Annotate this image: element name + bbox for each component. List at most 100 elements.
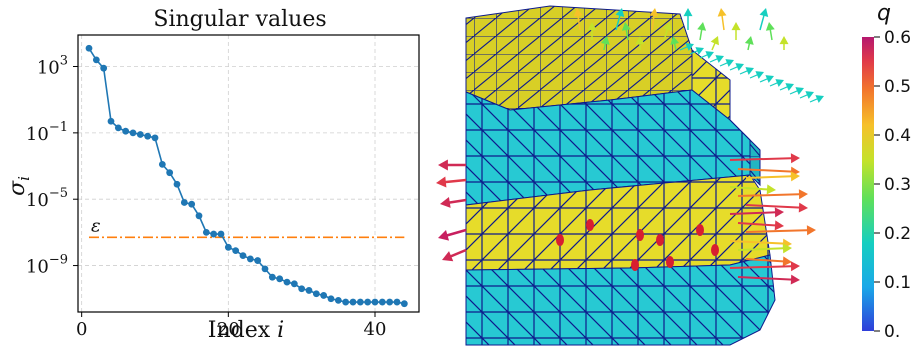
grid-lines bbox=[78, 35, 419, 312]
data-point bbox=[356, 298, 364, 306]
vector-arrow bbox=[765, 22, 775, 41]
vector-arrow bbox=[649, 8, 659, 31]
colorbar-tick-label: 0.2 bbox=[884, 224, 911, 244]
data-point bbox=[166, 169, 174, 177]
vector-arrow bbox=[799, 91, 814, 99]
vector-arrow bbox=[745, 256, 792, 267]
mesh-band-cyan-2 bbox=[465, 254, 776, 346]
vector-arrow-stub bbox=[711, 244, 719, 256]
data-point bbox=[320, 292, 328, 299]
vector-arrow-stub bbox=[586, 219, 594, 231]
colorbar: q 0.6 0.5 0.4 0.3 0.2 0.1 0. bbox=[862, 1, 911, 342]
x-tick-label: 20 bbox=[217, 319, 240, 340]
vector-arrow bbox=[440, 197, 467, 208]
colorbar-tick-label: 0.4 bbox=[884, 126, 911, 146]
data-point bbox=[254, 257, 262, 264]
y-tick-label: 103 bbox=[37, 54, 68, 79]
vector-arrow bbox=[709, 55, 724, 63]
vector-arrow bbox=[729, 261, 800, 272]
vector-arrow bbox=[759, 8, 769, 31]
vector-arrow bbox=[769, 79, 784, 87]
y-axis-ticks: 103 10−1 10−5 10−9 bbox=[26, 54, 78, 278]
vector-arrow bbox=[438, 159, 466, 171]
vector-arrow bbox=[745, 225, 816, 236]
data-point bbox=[371, 298, 379, 306]
threshold-label: ε bbox=[91, 215, 101, 236]
vector-arrow-stub bbox=[666, 256, 674, 268]
vector-arrow bbox=[615, 8, 625, 31]
vector-arrow bbox=[635, 36, 645, 50]
data-point bbox=[378, 298, 386, 306]
vector-arrow bbox=[731, 22, 741, 40]
data-point bbox=[393, 298, 401, 306]
data-point bbox=[100, 64, 108, 72]
data-point bbox=[224, 243, 232, 251]
data-point bbox=[144, 132, 152, 140]
data-point bbox=[107, 117, 115, 125]
x-axis-ticks: 0 20 40 bbox=[76, 312, 387, 340]
data-point bbox=[85, 44, 93, 52]
vector-arrow bbox=[683, 8, 693, 30]
data-point bbox=[349, 298, 357, 306]
data-point bbox=[268, 273, 276, 281]
threshold-line: ε bbox=[89, 215, 405, 239]
data-point bbox=[283, 278, 291, 286]
data-point bbox=[400, 300, 408, 308]
vector-arrow-stub bbox=[631, 259, 639, 271]
data-point bbox=[386, 298, 394, 306]
colorbar-gradient bbox=[862, 37, 874, 331]
y-tick-label: 10−5 bbox=[26, 186, 68, 211]
data-point bbox=[158, 160, 166, 168]
vector-arrow bbox=[663, 22, 672, 41]
data-point bbox=[327, 295, 335, 303]
vector-arrow bbox=[729, 207, 784, 218]
vector-arrow bbox=[573, 8, 583, 31]
data-point bbox=[246, 255, 254, 263]
mesh-vector-field-render bbox=[436, 5, 824, 346]
x-axis-label: Index i bbox=[208, 318, 284, 343]
data-point bbox=[136, 131, 144, 138]
vector-arrow-stub bbox=[656, 234, 664, 246]
data-point bbox=[210, 230, 218, 238]
data-point bbox=[290, 280, 298, 288]
vector-arrow bbox=[744, 36, 754, 51]
vector-arrow bbox=[442, 248, 467, 262]
data-point bbox=[364, 298, 372, 306]
vector-arrow bbox=[737, 274, 800, 285]
vector-arrow bbox=[587, 22, 597, 40]
vector-arrow bbox=[737, 220, 784, 231]
vector-arrow bbox=[737, 189, 808, 200]
vector-arrow bbox=[710, 36, 719, 51]
vector-arrow bbox=[719, 59, 734, 67]
data-point bbox=[129, 129, 137, 137]
vector-arrows bbox=[436, 8, 824, 285]
vector-arrow bbox=[737, 243, 792, 254]
x-tick-label: 40 bbox=[364, 319, 387, 340]
data-point bbox=[276, 275, 284, 283]
vector-arrow-stub bbox=[636, 229, 644, 241]
y-axis-label: σi bbox=[5, 176, 33, 196]
data-point bbox=[188, 200, 196, 208]
data-point bbox=[92, 56, 100, 64]
vector-arrow bbox=[745, 202, 808, 213]
vector-arrow bbox=[779, 36, 789, 50]
vector-arrow bbox=[689, 47, 704, 55]
y-tick-label: 10−9 bbox=[26, 253, 68, 278]
data-point bbox=[334, 296, 342, 304]
colorbar-tick-label: 0. bbox=[884, 322, 900, 342]
vector-arrow bbox=[600, 36, 610, 51]
colorbar-ticks: 0.6 0.5 0.4 0.3 0.2 0.1 0. bbox=[874, 28, 911, 342]
vector-arrow bbox=[749, 71, 764, 79]
vector-arrow bbox=[745, 171, 800, 182]
data-point bbox=[239, 252, 247, 260]
vector-arrow bbox=[729, 184, 776, 195]
data-point bbox=[151, 134, 159, 142]
series-singular-values bbox=[85, 44, 408, 308]
vector-arrow bbox=[670, 36, 680, 51]
colorbar-tick-label: 0.3 bbox=[884, 175, 911, 195]
data-point bbox=[202, 228, 210, 236]
vector-arrow bbox=[779, 83, 794, 91]
data-point bbox=[180, 199, 188, 206]
plot-frame bbox=[77, 34, 420, 313]
